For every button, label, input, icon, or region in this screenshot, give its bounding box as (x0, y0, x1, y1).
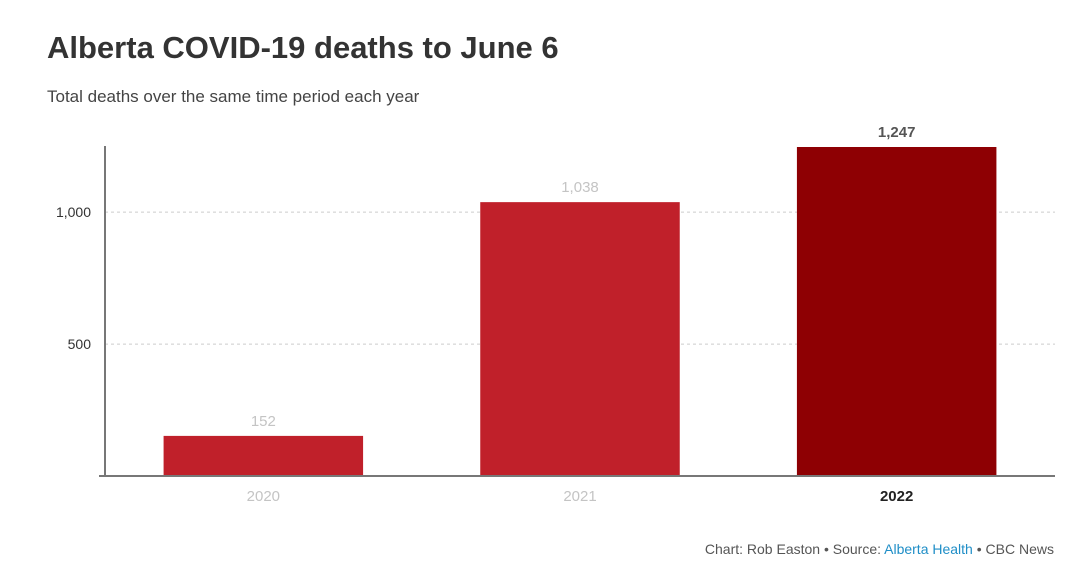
x-tick-label: 2021 (563, 488, 596, 505)
source-link[interactable]: Alberta Health (884, 541, 973, 557)
y-tick-label: 1,000 (56, 204, 91, 220)
source-prefix: Source: (832, 541, 881, 557)
publisher-name: CBC News (985, 541, 1054, 557)
bar-value-label: 1,038 (561, 179, 599, 196)
x-tick-label: 2020 (247, 488, 280, 505)
chart-title: Alberta COVID-19 deaths to June 6 (47, 30, 559, 65)
bar-chart: 500 1,000 152 2020 1,038 2021 1,247 2022 (56, 124, 1055, 505)
bar-value-label: 1,247 (878, 124, 916, 141)
chart-footer: Chart: Rob Easton • Source: Alberta Heal… (705, 541, 1054, 557)
footer-separator: • (976, 541, 982, 557)
bar-2020 (163, 435, 364, 476)
bar-value-label: 152 (251, 413, 276, 430)
bar-2022 (796, 147, 997, 476)
chart-subtitle: Total deaths over the same time period e… (47, 87, 420, 106)
footer-separator: • (823, 541, 829, 557)
x-tick-label: 2022 (880, 488, 913, 505)
bar-2021 (480, 202, 680, 476)
y-tick-label: 500 (68, 336, 92, 352)
chart-credit: Chart: Rob Easton (704, 541, 821, 557)
